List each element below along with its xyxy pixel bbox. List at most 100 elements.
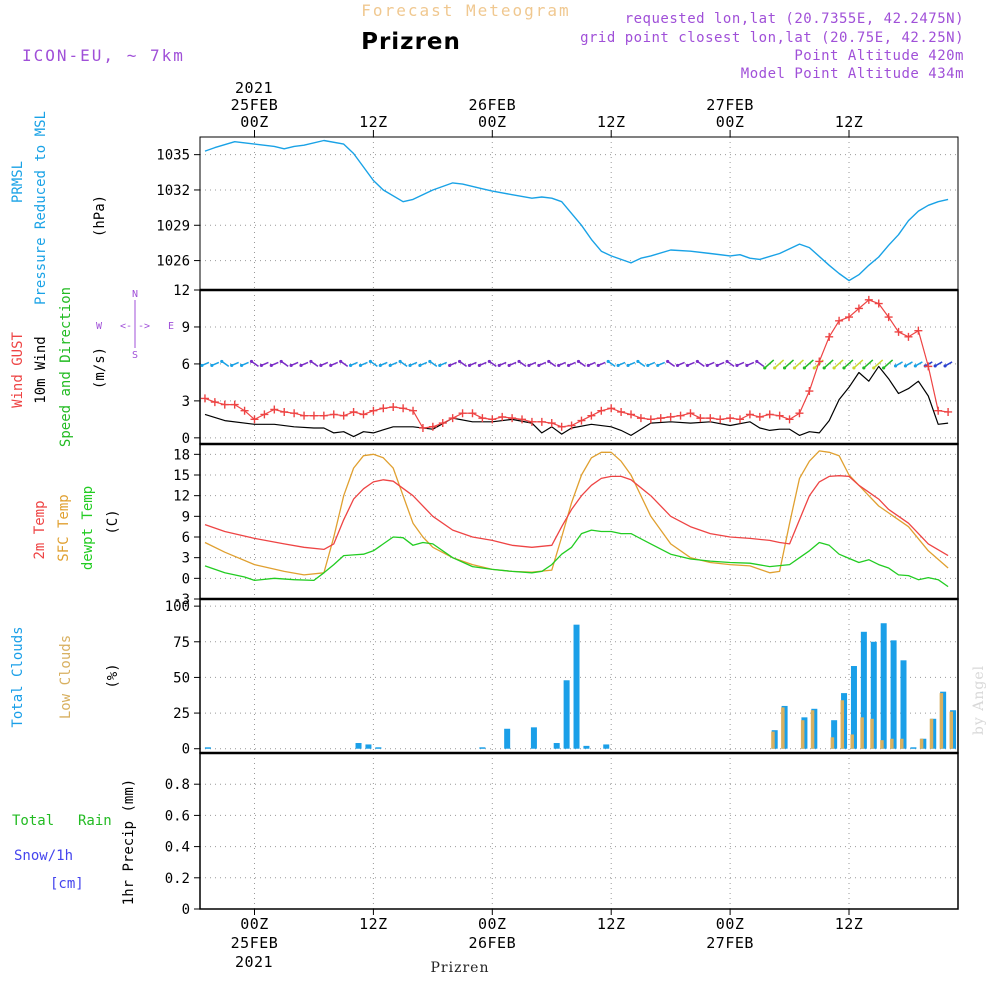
- gust-point: [636, 414, 645, 423]
- low-cloud-bar: [800, 720, 805, 749]
- wind-arrow-head: [378, 363, 382, 368]
- temp-sfc-label: SFC Temp: [56, 494, 72, 561]
- temp-dewpt-label: dewpt Temp: [80, 486, 96, 570]
- gust-point: [696, 414, 705, 423]
- gust-point: [290, 409, 299, 418]
- top-hour-label-1: 12Z: [359, 113, 388, 131]
- wind-arrow-head: [507, 363, 511, 368]
- temp-2m-label: 2m Temp: [32, 500, 48, 559]
- ytick-label-clouds-2: 50: [173, 670, 190, 686]
- wind-direction-arrows: [200, 359, 953, 370]
- wind-arrow-head: [299, 363, 303, 368]
- ytick-label-precip-3: 0.6: [165, 808, 190, 824]
- gust-point: [884, 313, 893, 322]
- gust-point: [745, 410, 754, 419]
- gust-point: [795, 409, 804, 418]
- ytick-label-clouds-3: 75: [173, 635, 190, 651]
- gust-point: [765, 410, 774, 419]
- wind-arrow-head: [230, 363, 234, 368]
- bottom-year-label: 2021: [235, 953, 273, 971]
- gust-point: [805, 387, 814, 396]
- ytick-label-clouds-0: 0: [182, 742, 190, 758]
- gust-point: [874, 299, 883, 308]
- gust-point: [845, 313, 854, 322]
- wind-arrow-head: [348, 363, 353, 368]
- pressure-label-prmsl: PRMSL: [10, 161, 26, 203]
- low-cloud-bar: [830, 737, 835, 749]
- temp-sfc-line: [204, 450, 949, 576]
- gust-point: [389, 403, 398, 412]
- gust-point: [607, 404, 616, 413]
- low-cloud-bar: [890, 738, 894, 749]
- wind-arrow-head: [606, 359, 610, 364]
- gust-point: [379, 404, 388, 413]
- gust-point: [488, 415, 497, 424]
- wind-arrow-head: [477, 363, 481, 368]
- wind-arrow-head: [626, 363, 630, 368]
- wind-arrow-head: [398, 359, 402, 364]
- ytick-label-wind-3: 9: [182, 320, 190, 336]
- total-cloud-bar: [573, 624, 580, 749]
- panel-clouds: 0 25 50 75 100: [165, 598, 959, 758]
- wind-arrow-head: [339, 359, 343, 364]
- wind-arrow-head: [832, 366, 836, 370]
- wind-arrow-head: [685, 363, 690, 368]
- gust-point: [518, 415, 527, 424]
- gust-point: [508, 414, 517, 423]
- top-time-axis: 2021 00Z 12Z 00Z 12Z 00Z 12Z 25FEB 26FEB 27FEB: [231, 79, 864, 137]
- compass-north: N: [132, 289, 138, 300]
- side-labels: PRMSL Pressure Reduced to MSL (hPa) Wind…: [10, 111, 174, 905]
- wind-arrow-head: [763, 366, 767, 370]
- wind-arrow-head: [467, 363, 472, 368]
- ytick-label-temperature-1: 0: [182, 571, 190, 587]
- wind-arrow-head: [269, 363, 273, 368]
- gust-point: [468, 409, 477, 418]
- total-cloud-bar: [603, 744, 610, 749]
- low-cloud-bar: [860, 717, 864, 749]
- wind-arrow-head: [812, 366, 816, 370]
- wind-10m-line: [204, 365, 949, 438]
- wind-gust-line: [204, 299, 949, 429]
- top-year-label: 2021: [235, 79, 273, 97]
- wind-arrow-head: [755, 359, 759, 364]
- compass-south: S: [132, 350, 138, 361]
- gust-point: [319, 411, 328, 420]
- bottom-date-label-1: 26FEB: [468, 934, 516, 952]
- gust-point: [924, 362, 933, 371]
- gust-point: [755, 412, 764, 421]
- wind-arrow-head: [943, 364, 947, 368]
- gust-point: [666, 412, 675, 421]
- gust-point: [676, 411, 685, 420]
- bottom-hour-label-0: 00Z: [240, 915, 269, 933]
- gust-point: [904, 332, 913, 341]
- plots: [200, 139, 957, 749]
- gust-point: [686, 409, 695, 418]
- total-cloud-bar: [479, 747, 486, 749]
- ytick-label-temperature-3: 6: [182, 530, 190, 546]
- gust-point: [706, 414, 715, 423]
- wind-arrow-head: [368, 359, 372, 364]
- top-hour-label-5: 12Z: [835, 113, 864, 131]
- requested-coords: requested lon,lat (20.7355E, 42.2475N): [625, 11, 964, 27]
- pressure-label-msl: Pressure Reduced to MSL: [33, 111, 49, 305]
- wind-arrow: [774, 359, 785, 369]
- wind-10m-label: 10m Wind: [33, 336, 49, 403]
- ytick-label-wind-2: 6: [182, 357, 190, 373]
- gust-point: [230, 400, 239, 409]
- wind-arrow-head: [239, 363, 244, 368]
- gust-point: [815, 357, 824, 366]
- wind-arrow-head: [388, 363, 392, 368]
- wind-arrow-head: [852, 366, 856, 370]
- point-altitude: Point Altitude 420m: [794, 48, 964, 64]
- gust-point: [270, 405, 279, 414]
- gust-point: [736, 415, 745, 424]
- wind-arrow: [793, 359, 804, 369]
- panels: 1026102910321035036912-30369121518025507…: [156, 136, 959, 918]
- gust-point: [349, 407, 358, 416]
- wind-arrow-head: [259, 363, 264, 368]
- gust-point: [537, 417, 546, 426]
- gust-point: [329, 410, 338, 419]
- wind-arrow-head: [220, 359, 224, 364]
- ytick-label-temperature-6: 15: [173, 468, 190, 484]
